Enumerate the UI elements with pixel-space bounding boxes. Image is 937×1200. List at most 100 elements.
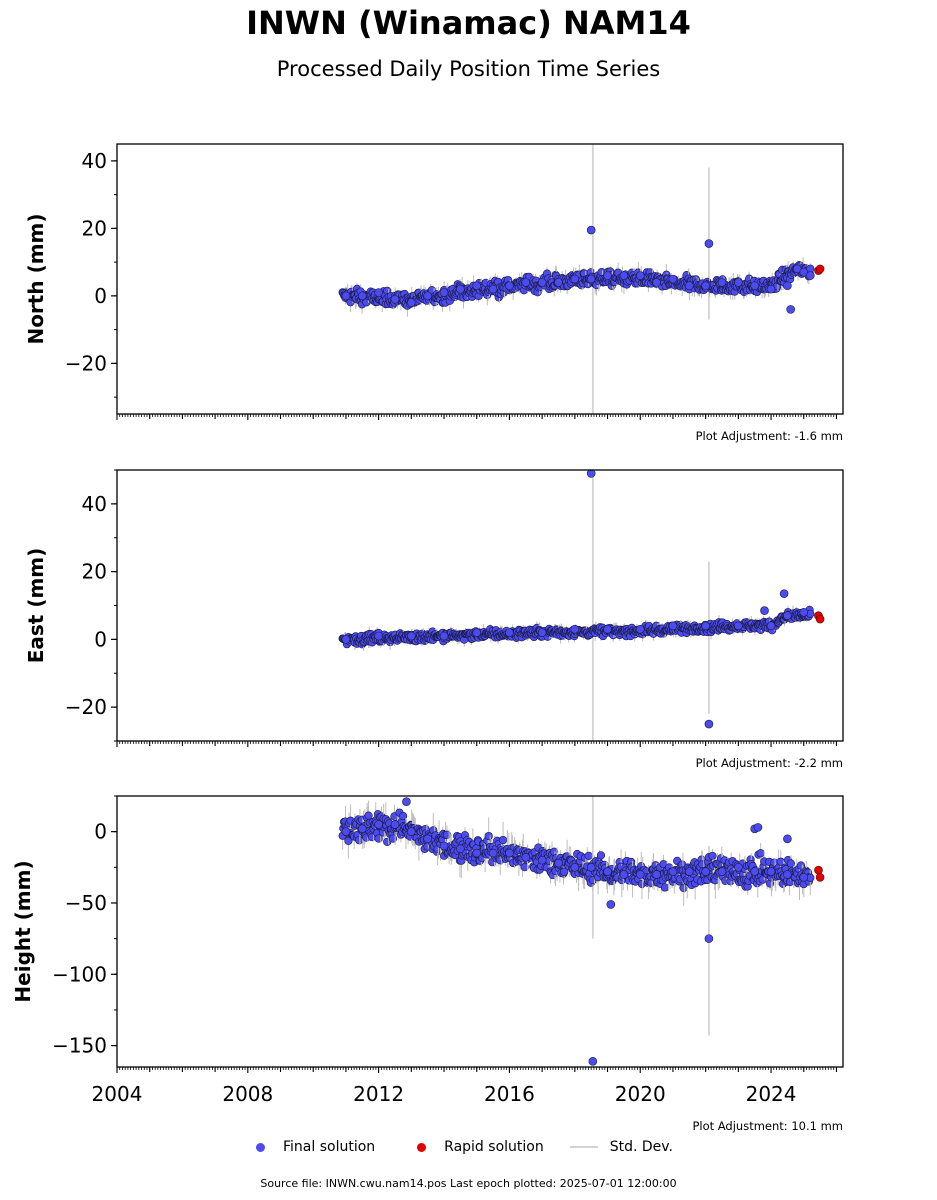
final-solution-point bbox=[619, 271, 629, 280]
final-solution-point bbox=[684, 281, 694, 291]
final-solution-point bbox=[704, 239, 714, 248]
final-solution-point bbox=[554, 858, 563, 868]
final-solution-point bbox=[760, 606, 769, 615]
final-solution-point bbox=[439, 631, 449, 641]
final-solution-point bbox=[701, 867, 710, 876]
y-tick-label: −100 bbox=[52, 962, 107, 986]
panel-north: −20 0 20 40 North (mm) Plot Adjustment: -1.6 … bbox=[24, 143, 844, 443]
final-solution-point bbox=[717, 278, 727, 287]
legend-rapid-label: Rapid solution bbox=[444, 1139, 544, 1155]
final-solution-point bbox=[456, 284, 465, 294]
source-footer: Source file: INWN.cwu.nam14.pos Last epo… bbox=[260, 1177, 677, 1190]
plot-adjustment-label: Plot Adjustment: -2.2 mm bbox=[696, 756, 843, 770]
final-solution-point bbox=[799, 872, 809, 882]
final-solution-point bbox=[596, 851, 606, 860]
final-solution-point bbox=[586, 274, 596, 284]
final-solution-point bbox=[357, 291, 367, 301]
final-solution-point bbox=[570, 624, 580, 634]
legend-item-std: Std. Dev. bbox=[569, 1139, 673, 1155]
final-solution-point bbox=[668, 867, 678, 876]
final-solution-point bbox=[603, 867, 612, 876]
final-solution-point bbox=[766, 284, 776, 294]
y-tick-label: −50 bbox=[65, 891, 107, 915]
final-solution-point bbox=[704, 719, 714, 729]
legend-std-label: Std. Dev. bbox=[609, 1139, 673, 1155]
final-solution-point bbox=[398, 811, 408, 821]
legend-std-line bbox=[569, 1146, 598, 1148]
y-tick-label: 40 bbox=[82, 492, 107, 516]
rapid-solution-point bbox=[815, 614, 825, 624]
y-axis-label: Height (mm) bbox=[11, 860, 35, 1002]
final-solution-point bbox=[783, 611, 792, 620]
final-solution-point bbox=[586, 225, 596, 235]
final-solution-point bbox=[635, 271, 645, 280]
final-solution-point bbox=[520, 863, 529, 872]
plot-area-north bbox=[338, 144, 825, 414]
x-tick-label: 2016 bbox=[484, 1082, 535, 1106]
plot-area-east bbox=[338, 470, 825, 741]
final-solution-point bbox=[341, 291, 351, 301]
final-solution-point bbox=[407, 631, 416, 641]
final-solution-point bbox=[652, 870, 661, 879]
x-tick-label: 2024 bbox=[746, 1082, 797, 1106]
final-solution-point bbox=[554, 278, 563, 287]
final-solution-point bbox=[684, 867, 694, 876]
final-solution-point bbox=[472, 628, 482, 637]
final-solution-point bbox=[484, 831, 493, 841]
final-solution-point bbox=[388, 834, 398, 843]
final-solution-point bbox=[779, 589, 789, 598]
chart-title: INWN (Winamac) NAM14 bbox=[246, 4, 691, 42]
final-solution-point bbox=[390, 294, 400, 304]
final-solution-point bbox=[668, 274, 678, 284]
y-tick-label: −150 bbox=[52, 1034, 107, 1058]
final-solution-point bbox=[750, 281, 760, 291]
final-solution-point bbox=[472, 281, 482, 291]
plot-area-height bbox=[338, 796, 825, 1066]
final-solution-point bbox=[766, 867, 776, 876]
plot-frame-north bbox=[116, 143, 844, 415]
final-solution-point bbox=[783, 281, 792, 291]
plot-adjustment-label: Plot Adjustment: 10.1 mm bbox=[692, 1119, 843, 1133]
time-series-plots: −20 0 20 40 North (mm) Plot Adjustment: -1.6 … bbox=[11, 143, 844, 1133]
final-solution-point bbox=[570, 274, 580, 284]
rapid-solution-point bbox=[814, 865, 823, 875]
final-solution-point bbox=[439, 841, 449, 851]
final-solution-point bbox=[734, 863, 743, 872]
final-solution-point bbox=[407, 298, 416, 307]
final-solution-point bbox=[766, 621, 776, 631]
final-solution-point bbox=[341, 827, 351, 836]
final-solution-point bbox=[537, 855, 547, 865]
final-solution-point bbox=[635, 870, 645, 879]
legend-final-marker bbox=[256, 1142, 265, 1152]
final-solution-point bbox=[341, 635, 351, 644]
final-solution-point bbox=[423, 834, 432, 844]
final-solution-point bbox=[586, 863, 596, 872]
plot-frame-east bbox=[116, 469, 844, 742]
final-solution-point bbox=[374, 820, 383, 829]
final-solution-point bbox=[390, 820, 400, 829]
final-solution-point bbox=[560, 867, 569, 876]
final-solution-point bbox=[750, 867, 760, 876]
final-solution-point bbox=[472, 848, 482, 858]
final-solution-point bbox=[355, 836, 364, 845]
final-solution-point bbox=[357, 824, 367, 834]
legend-item-final: Final solution bbox=[240, 1139, 375, 1155]
y-tick-label: 20 bbox=[82, 216, 107, 240]
final-solution-point bbox=[588, 1056, 598, 1066]
final-solution-point bbox=[488, 284, 498, 294]
y-tick-label: −20 bbox=[65, 695, 107, 719]
final-solution-point bbox=[799, 607, 809, 617]
final-solution-point bbox=[586, 470, 596, 478]
y-tick-label: 40 bbox=[82, 149, 107, 173]
final-solution-point bbox=[753, 823, 763, 832]
rapid-solution-point bbox=[815, 872, 825, 882]
final-solution-point bbox=[505, 281, 514, 291]
final-solution-point bbox=[521, 853, 531, 862]
final-solution-point bbox=[488, 848, 498, 858]
panel-height: −150 −100 −50 0 Height (mm) Plot Adjustment: … bbox=[11, 795, 844, 1133]
final-solution-cloud bbox=[338, 800, 815, 906]
final-solution-point bbox=[456, 844, 465, 854]
final-solution-point bbox=[606, 900, 616, 909]
y-tick-label: −20 bbox=[65, 351, 107, 375]
final-solution-point bbox=[570, 863, 580, 872]
